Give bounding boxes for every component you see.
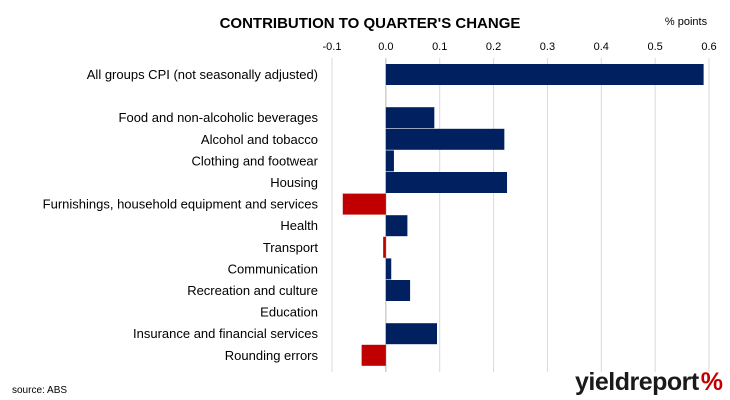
bar [385, 323, 438, 345]
bars [342, 64, 704, 366]
x-tick-label: 0.2 [486, 41, 501, 53]
category-label: Furnishings, household equipment and ser… [43, 197, 319, 212]
x-tick-label: 0.3 [540, 41, 555, 53]
category-label: Food and non-alcoholic beverages [119, 110, 319, 125]
x-tick-label: -0.1 [323, 41, 342, 53]
category-label: Alcohol and tobacco [201, 132, 318, 147]
bar [385, 280, 411, 301]
category-label: Education [260, 305, 318, 320]
category-label: Transport [263, 240, 319, 255]
bar [342, 193, 386, 215]
category-label: Clothing and footwear [192, 153, 319, 168]
chart-title: CONTRIBUTION TO QUARTER'S CHANGE [220, 15, 521, 32]
bar [385, 64, 704, 85]
category-label: Housing [270, 175, 318, 190]
x-axis-ticks: -0.1 0.0 0.1 0.2 0.3 0.4 0.5 0.6 [323, 41, 717, 53]
category-labels: All groups CPI (not seasonally adjusted)… [43, 67, 319, 363]
x-tick-label: 0.0 [378, 41, 393, 53]
bar [361, 344, 386, 366]
category-label: Recreation and culture [187, 283, 318, 298]
category-label: Rounding errors [225, 348, 319, 363]
category-label: Health [280, 218, 318, 233]
bar [385, 107, 435, 129]
bar [385, 258, 392, 280]
logo-text: yieldreport% [575, 368, 723, 396]
bar [383, 236, 386, 258]
bar [385, 172, 508, 193]
x-tick-label: 0.1 [432, 41, 447, 53]
yieldreport-logo: yieldreport% [575, 368, 723, 396]
bar [385, 128, 505, 150]
category-label: Insurance and financial services [133, 326, 318, 341]
bar [385, 150, 394, 172]
source-note: source: ABS [12, 385, 67, 396]
category-label: All groups CPI (not seasonally adjusted) [87, 67, 318, 82]
x-tick-label: 0.5 [647, 41, 662, 53]
category-label: Communication [228, 261, 318, 276]
x-tick-label: 0.6 [701, 41, 716, 53]
unit-label: % points [665, 16, 708, 28]
bar [385, 215, 408, 237]
x-tick-label: 0.4 [594, 41, 609, 53]
